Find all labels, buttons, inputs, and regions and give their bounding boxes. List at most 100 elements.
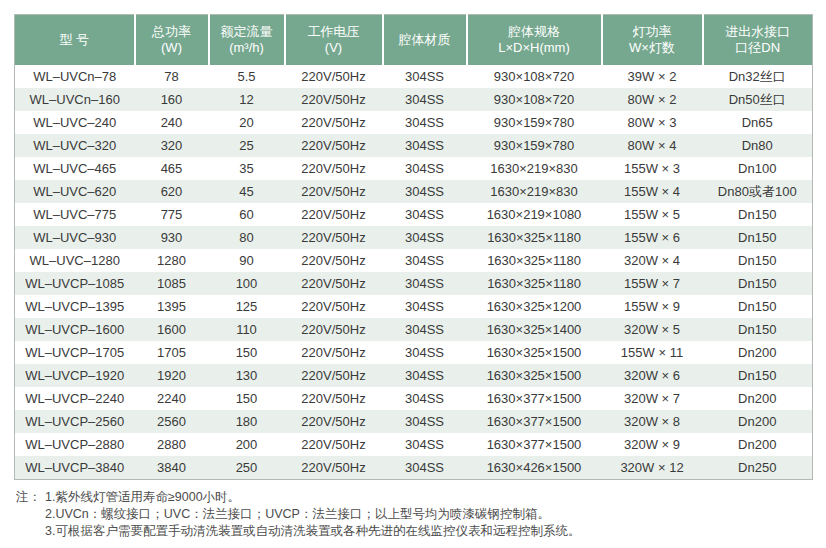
spec-cell: 155W × 5 bbox=[602, 203, 703, 226]
spec-cell: 220V/50Hz bbox=[285, 341, 383, 364]
spec-cell: 320W × 12 bbox=[602, 456, 703, 480]
column-header-line1: 额定流量 bbox=[212, 24, 282, 40]
note-line: 1.紫外线灯管适用寿命≥9000小时。 bbox=[45, 489, 580, 506]
uv-sterilizer-spec-sheet: 型 号总功率(W)额定流量(m³/h)工作电压(V)腔体材质腔体规格L×D×H(… bbox=[0, 0, 826, 540]
notes-lines: 1.紫外线灯管适用寿命≥9000小时。2.UVCn：螺纹接口；UVC：法兰接口；… bbox=[45, 489, 580, 540]
spec-cell: Dn250 bbox=[703, 456, 813, 480]
table-row: WL–UVCP–25602560180220V/50Hz304SS1630×37… bbox=[15, 410, 813, 433]
spec-cell: 1630×377×1500 bbox=[467, 410, 602, 433]
spec-cell: 155W × 6 bbox=[602, 226, 703, 249]
spec-cell: 220V/50Hz bbox=[285, 456, 383, 480]
model-cell: WL–UVCP–3840 bbox=[15, 456, 135, 480]
notes: 注： 1.紫外线灯管适用寿命≥9000小时。2.UVCn：螺纹接口；UVC：法兰… bbox=[16, 489, 826, 540]
spec-cell: 1395 bbox=[135, 295, 209, 318]
spec-cell: 5.5 bbox=[209, 65, 285, 88]
spec-cell: 220V/50Hz bbox=[285, 157, 383, 180]
spec-cell: 1630×219×830 bbox=[467, 157, 602, 180]
spec-cell: 304SS bbox=[383, 65, 467, 88]
spec-cell: 304SS bbox=[383, 134, 467, 157]
spec-cell: 2560 bbox=[135, 410, 209, 433]
table-row: WL–UVCP–10851085100220V/50Hz304SS1630×32… bbox=[15, 272, 813, 295]
spec-cell: 150 bbox=[209, 387, 285, 410]
column-header: 腔体规格L×D×H(mm) bbox=[467, 15, 602, 66]
spec-cell: Dn150 bbox=[703, 318, 813, 341]
spec-cell: 304SS bbox=[383, 111, 467, 134]
spec-cell: 304SS bbox=[383, 341, 467, 364]
spec-cell: 80W × 3 bbox=[602, 111, 703, 134]
table-row: WL–UVC–93093080220V/50Hz304SS1630×325×11… bbox=[15, 226, 813, 249]
spec-cell: 220V/50Hz bbox=[285, 272, 383, 295]
spec-cell: 2240 bbox=[135, 387, 209, 410]
column-header: 额定流量(m³/h) bbox=[209, 15, 285, 66]
spec-cell: 304SS bbox=[383, 387, 467, 410]
note-line: 2.UVCn：螺纹接口；UVC：法兰接口；UVCP：法兰接口；以上型号均为喷漆碳… bbox=[45, 506, 580, 523]
spec-cell: Dn150 bbox=[703, 203, 813, 226]
spec-cell: 150 bbox=[209, 341, 285, 364]
spec-cell: 220V/50Hz bbox=[285, 433, 383, 456]
spec-cell: 930×108×720 bbox=[467, 65, 602, 88]
spec-cell: 60 bbox=[209, 203, 285, 226]
column-header-line1: 腔体规格 bbox=[470, 24, 599, 40]
spec-cell: 320W × 7 bbox=[602, 387, 703, 410]
spec-cell: 78 bbox=[135, 65, 209, 88]
spec-cell: 220V/50Hz bbox=[285, 180, 383, 203]
column-header-line2: (m³/h) bbox=[212, 40, 282, 56]
spec-cell: Dn65 bbox=[703, 111, 813, 134]
table-body: WL–UVCn–78785.5220V/50Hz304SS930×108×720… bbox=[15, 65, 813, 480]
spec-cell: 930×108×720 bbox=[467, 88, 602, 111]
model-cell: WL–UVCP–1705 bbox=[15, 341, 135, 364]
spec-cell: 320W × 8 bbox=[602, 410, 703, 433]
table-row: WL–UVC–77577560220V/50Hz304SS1630×219×10… bbox=[15, 203, 813, 226]
column-header: 总功率(W) bbox=[135, 15, 209, 66]
model-cell: WL–UVC–620 bbox=[15, 180, 135, 203]
spec-cell: 200 bbox=[209, 433, 285, 456]
spec-cell: 1630×325×1200 bbox=[467, 295, 602, 318]
model-cell: WL–UVC–1280 bbox=[15, 249, 135, 272]
column-header-line1: 工作电压 bbox=[288, 24, 380, 40]
spec-cell: 160 bbox=[135, 88, 209, 111]
spec-cell: 110 bbox=[209, 318, 285, 341]
spec-cell: 80W × 2 bbox=[602, 88, 703, 111]
spec-cell: 90 bbox=[209, 249, 285, 272]
spec-cell: Dn200 bbox=[703, 410, 813, 433]
spec-cell: Dn32丝口 bbox=[703, 65, 813, 88]
notes-label: 注： bbox=[16, 489, 41, 506]
table-row: WL–UVCP–38403840250220V/50Hz304SS1630×42… bbox=[15, 456, 813, 480]
spec-cell: 3840 bbox=[135, 456, 209, 480]
spec-cell: 465 bbox=[135, 157, 209, 180]
spec-cell: 1630×377×1500 bbox=[467, 433, 602, 456]
column-header-line1: 灯功率 bbox=[605, 24, 700, 40]
column-header: 型 号 bbox=[15, 15, 135, 66]
spec-cell: 1630×325×1180 bbox=[467, 226, 602, 249]
spec-cell: 320W × 4 bbox=[602, 249, 703, 272]
spec-cell: 1085 bbox=[135, 272, 209, 295]
spec-cell: Dn100 bbox=[703, 157, 813, 180]
model-cell: WL–UVCP–1600 bbox=[15, 318, 135, 341]
model-cell: WL–UVC–240 bbox=[15, 111, 135, 134]
model-cell: WL–UVC–775 bbox=[15, 203, 135, 226]
model-cell: WL–UVC–465 bbox=[15, 157, 135, 180]
spec-cell: 25 bbox=[209, 134, 285, 157]
spec-cell: 1630×219×1080 bbox=[467, 203, 602, 226]
spec-cell: 1600 bbox=[135, 318, 209, 341]
spec-cell: 304SS bbox=[383, 203, 467, 226]
spec-cell: 320 bbox=[135, 134, 209, 157]
spec-cell: 1630×325×1500 bbox=[467, 364, 602, 387]
spec-cell: 155W × 3 bbox=[602, 157, 703, 180]
column-header: 进出水接口口径DN bbox=[703, 15, 813, 66]
spec-cell: 1630×325×1180 bbox=[467, 249, 602, 272]
column-header: 腔体材质 bbox=[383, 15, 467, 66]
spec-cell: 155W × 4 bbox=[602, 180, 703, 203]
table-row: WL–UVC–24024020220V/50Hz304SS930×159×780… bbox=[15, 111, 813, 134]
spec-cell: 220V/50Hz bbox=[285, 111, 383, 134]
model-cell: WL–UVCP–2560 bbox=[15, 410, 135, 433]
spec-cell: 304SS bbox=[383, 157, 467, 180]
spec-cell: 930×159×780 bbox=[467, 111, 602, 134]
spec-cell: 220V/50Hz bbox=[285, 203, 383, 226]
spec-cell: 1630×325×1400 bbox=[467, 318, 602, 341]
spec-cell: Dn200 bbox=[703, 387, 813, 410]
spec-cell: 1705 bbox=[135, 341, 209, 364]
column-header-line1: 腔体材质 bbox=[386, 32, 464, 48]
table-row: WL–UVCn–16016012220V/50Hz304SS930×108×72… bbox=[15, 88, 813, 111]
spec-cell: 220V/50Hz bbox=[285, 134, 383, 157]
